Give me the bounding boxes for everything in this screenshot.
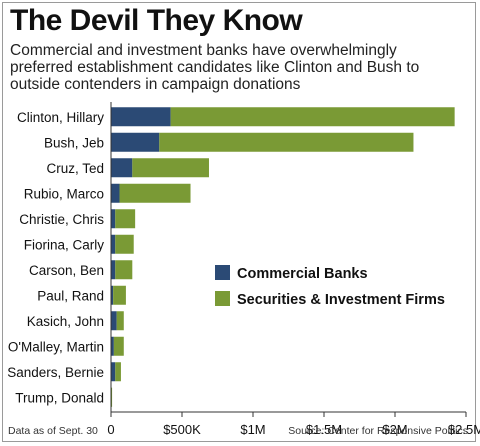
source-note: Source: Center for Responsive Politics — [288, 425, 468, 437]
legend-label-securities-investment-firms: Securities & Investment Firms — [237, 292, 445, 308]
category-label: Christie, Chris — [19, 212, 104, 227]
category-label: Fiorina, Carly — [24, 237, 105, 252]
bar-securities-investment-firms-clinton-hillary — [170, 107, 455, 127]
bar-securities-investment-firms-kasich-john — [116, 311, 124, 331]
bar-securities-investment-firms-cruz-ted — [132, 158, 209, 178]
bar-commercial-banks-rubio-marco — [111, 183, 120, 203]
chart-frame — [2, 2, 476, 442]
bar-commercial-banks-sanders-bernie — [111, 362, 116, 382]
bar-commercial-banks-cruz-ted — [111, 158, 133, 178]
bar-securities-investment-firms-paul-rand — [113, 285, 126, 305]
chart-title: The Devil They Know — [10, 4, 303, 37]
bar-commercial-banks-bush-jeb — [111, 132, 160, 152]
data-note: Data as of Sept. 30 — [8, 425, 98, 437]
category-label: Kasich, John — [27, 314, 104, 329]
x-tick-label: $500K — [163, 422, 201, 437]
category-label: Cruz, Ted — [46, 161, 104, 176]
bar-securities-investment-firms-bush-jeb — [159, 132, 414, 152]
bar-commercial-banks-christie-chris — [111, 209, 116, 229]
bar-securities-investment-firms-carson-ben — [115, 260, 133, 280]
category-label: Rubio, Marco — [24, 186, 104, 201]
x-tick-label: 0 — [107, 422, 114, 437]
x-tick-label: $2.5M — [448, 422, 480, 437]
category-label: Carson, Ben — [29, 263, 104, 278]
bar-securities-investment-firms-sanders-bernie — [115, 362, 121, 382]
bar-commercial-banks-clinton-hillary — [111, 107, 171, 127]
category-label: Trump, Donald — [15, 390, 104, 405]
bar-commercial-banks-paul-rand — [111, 285, 114, 305]
category-label: Sanders, Bernie — [7, 365, 104, 380]
bar-commercial-banks-fiorina-carly — [111, 234, 116, 254]
bar-securities-investment-firms-trump-donald — [111, 387, 113, 407]
bar-securities-investment-firms-o-malley-martin — [113, 336, 124, 356]
bar-commercial-banks-kasich-john — [111, 311, 117, 331]
legend-swatch-commercial-banks — [215, 265, 230, 280]
category-label: Paul, Rand — [37, 288, 104, 303]
bar-securities-investment-firms-fiorina-carly — [115, 234, 134, 254]
category-label: O'Malley, Martin — [8, 339, 104, 354]
x-tick-label: $1M — [240, 422, 265, 437]
bar-securities-investment-firms-christie-chris — [115, 209, 136, 229]
category-label: Bush, Jeb — [44, 135, 104, 150]
x-tick-label: $1.5M — [306, 422, 342, 437]
bar-commercial-banks-carson-ben — [111, 260, 116, 280]
chart-subtitle: Commercial and investment banks have ove… — [10, 42, 420, 93]
bar-securities-investment-firms-rubio-marco — [119, 183, 191, 203]
legend-swatch-securities-investment-firms — [215, 291, 230, 306]
legend-label-commercial-banks: Commercial Banks — [237, 266, 368, 282]
x-tick-label: $2M — [382, 422, 407, 437]
bar-commercial-banks-o-malley-martin — [111, 336, 114, 356]
category-label: Clinton, Hillary — [17, 110, 104, 125]
